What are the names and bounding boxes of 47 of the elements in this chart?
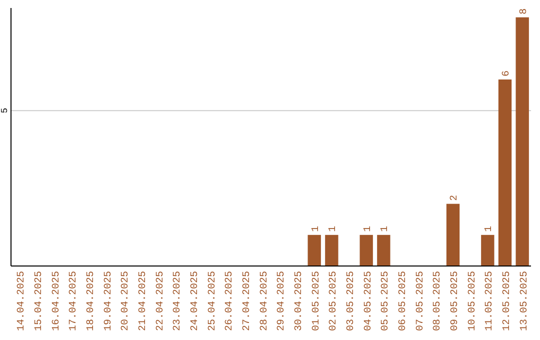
- x-tick-label: 03.05.2025: [346, 271, 357, 332]
- x-tick-label: 19.04.2025: [103, 271, 114, 332]
- x-tick-label: 21.04.2025: [138, 271, 149, 332]
- x-tick-label: 12.05.2025: [502, 271, 513, 332]
- bar: [498, 79, 512, 266]
- x-tick-label: 23.04.2025: [172, 271, 184, 332]
- x-tick-label: 30.04.2025: [294, 271, 305, 332]
- x-tick-label: 26.04.2025: [224, 271, 236, 332]
- x-tick-label: 22.04.2025: [155, 271, 166, 332]
- y-tick-label: 5: [0, 108, 10, 114]
- data-label: 1: [328, 226, 340, 232]
- x-tick-label: 06.05.2025: [398, 271, 409, 332]
- data-label: 1: [484, 226, 496, 232]
- x-tick-label: 13.05.2025: [519, 271, 530, 332]
- x-tick-label: 16.04.2025: [51, 271, 62, 332]
- x-tick-label: 20.04.2025: [120, 271, 132, 332]
- bar: [360, 234, 373, 266]
- x-tick-label: 02.05.2025: [328, 271, 340, 332]
- x-tick-label: 15.04.2025: [34, 271, 45, 332]
- x-tick-label: 04.05.2025: [363, 271, 374, 332]
- x-tick-label: 25.04.2025: [207, 271, 218, 332]
- x-tick-label: 17.04.2025: [68, 271, 80, 332]
- x-tick-label: 05.05.2025: [380, 271, 392, 332]
- bar: [308, 234, 321, 266]
- x-tick-label: 29.04.2025: [276, 271, 288, 332]
- bar: [446, 204, 460, 266]
- x-tick-label: 07.05.2025: [415, 271, 426, 332]
- x-tick-label: 24.04.2025: [190, 271, 201, 332]
- data-label: 6: [502, 70, 512, 76]
- x-tick-label: 01.05.2025: [311, 271, 322, 332]
- data-label: 8: [518, 8, 530, 14]
- data-label: 1: [362, 226, 374, 232]
- x-tick-label: 28.04.2025: [259, 271, 270, 332]
- x-tick-label: 09.05.2025: [450, 271, 461, 332]
- data-label: 1: [310, 226, 322, 232]
- data-label: 2: [450, 194, 460, 201]
- x-tick-label: 18.04.2025: [86, 271, 97, 332]
- data-label: 1: [380, 226, 392, 232]
- x-tick-label: 10.05.2025: [467, 271, 478, 332]
- bar: [481, 234, 494, 266]
- bar: [325, 234, 338, 266]
- x-tick-label: 27.04.2025: [242, 271, 253, 332]
- x-tick-label: 14.04.2025: [16, 271, 28, 332]
- bar: [516, 17, 529, 266]
- x-tick-label: 08.05.2025: [432, 271, 444, 332]
- x-tick-label: 11.05.2025: [484, 271, 496, 332]
- bar: [377, 234, 390, 266]
